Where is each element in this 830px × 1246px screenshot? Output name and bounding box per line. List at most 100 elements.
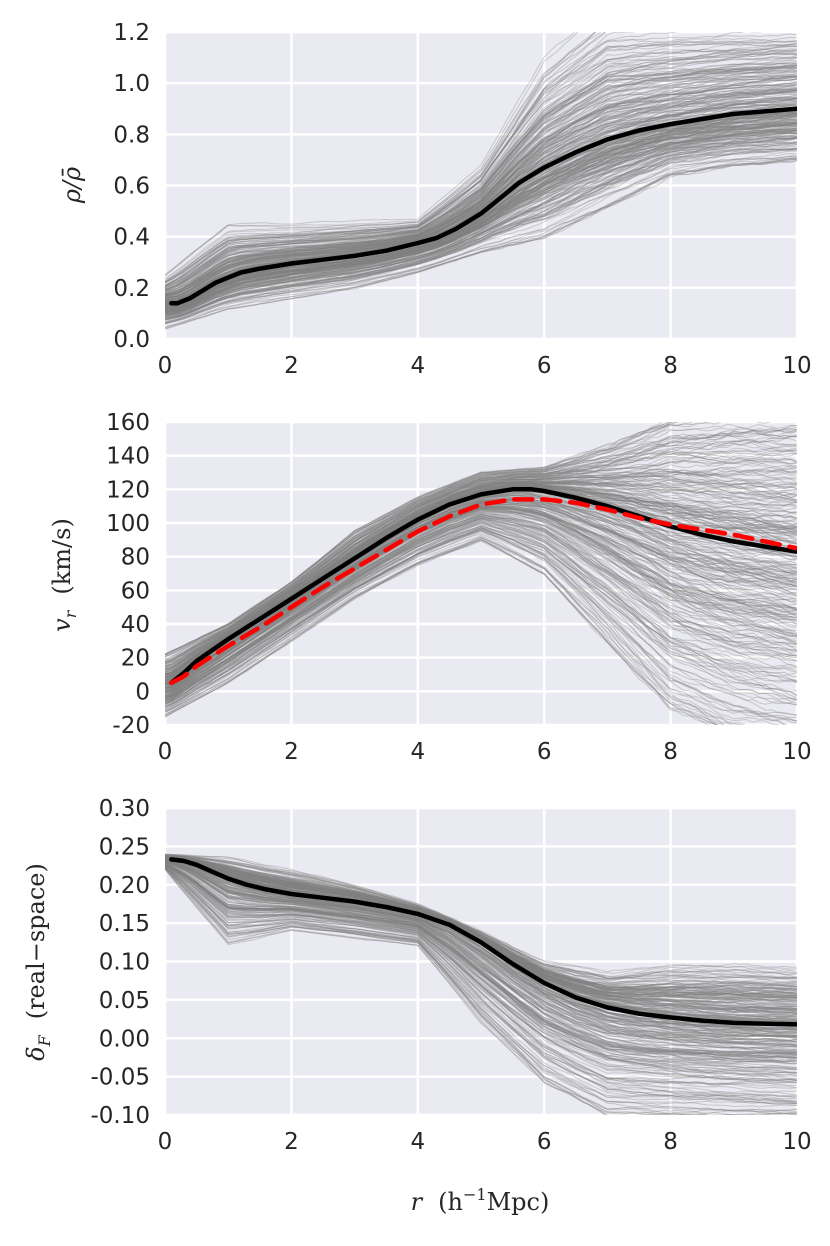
y-tick-label: 0.25 [99,834,150,860]
ensemble-line [165,481,797,671]
ensemble-line [165,855,797,995]
ensemble-line [165,515,797,700]
ensemble-line [165,141,797,321]
ensemble-line [165,855,797,981]
ensemble-line [165,78,797,297]
ticks-density: 0 2 4 6 8 10 0.0 0.2 0.4 0.6 0.8 1.0 1.2 [113,20,811,379]
y-tick-label: 1.0 [113,71,150,97]
ensemble-line [165,857,797,990]
ensemble-line [165,856,797,1010]
ensemble-line [165,32,597,276]
ensemble-line [165,129,797,308]
ensemble-line [165,855,797,988]
ensemble-line [165,859,797,1031]
ensemble-line [165,526,797,724]
ensemble-line [165,862,797,1074]
ensemble-line [165,467,797,672]
ensemble-line [165,860,797,1038]
x-tick-label: 2 [284,1129,299,1155]
ensemble-line [165,869,797,1081]
x-tick-label: 4 [410,739,425,765]
ensemble-line [165,506,797,693]
ensemble-line [165,855,797,977]
ensemble-line [165,472,797,673]
ensemble-line [165,501,797,685]
ensemble-line [165,422,664,657]
ensemble-line [165,504,797,697]
ensemble-line [165,859,797,1048]
y-tick-label: -0.05 [90,1065,150,1091]
ensemble-line [165,471,797,664]
ensemble-line [165,860,797,1059]
ensemble-line [165,864,797,1056]
ensemble-line [165,856,797,1006]
ensemble-line [165,859,797,1043]
ensemble-line [165,856,797,1015]
ensemble-line [165,32,579,286]
ensemble-line [165,55,797,284]
ensemble-line [165,503,797,697]
ensemble-line [165,858,797,1000]
ensemble-line [165,56,797,289]
ensemble-line [165,119,797,310]
ensemble-line [165,860,797,1039]
ensemble-line [165,98,797,298]
ensemble-line [165,441,797,661]
ensemble-line [165,121,797,309]
x-tick-label: 10 [782,1129,811,1155]
ensemble-line [165,83,797,297]
x-tick-label: 2 [284,353,299,379]
ensemble-line [165,123,797,309]
ensemble-line [165,69,797,300]
ensemble-line [165,483,797,675]
ensemble-line [165,136,797,323]
ensemble-line [165,539,718,725]
ensemble-line [165,864,797,1050]
ensemble-line [165,32,614,286]
ensemble-line [165,866,797,1086]
ensemble-line [165,128,797,312]
ensemble-line [165,856,797,994]
ensemble-line [165,422,698,655]
ensemble-line [165,517,797,702]
ensemble-line [165,115,797,314]
ensemble-line [165,857,797,993]
ensemble-line [165,481,797,679]
x-axis-label: r (h−1Mpc) [411,1185,550,1216]
ensemble-line [165,514,797,703]
ensemble-line [165,856,797,1010]
ensemble-line [165,130,797,307]
ensemble-line [165,118,797,312]
ensemble-line [165,863,797,1058]
x-tick-label: 10 [782,739,811,765]
ensemble-line [165,147,797,320]
ensemble-line [165,864,797,1089]
ensemble-line [165,123,797,309]
ensemble-line [165,856,797,1029]
ensemble-line [165,857,797,1000]
ensemble-line [165,857,797,1023]
ensemble-line [165,862,797,1083]
ensemble-line [165,52,797,295]
ensemble-line [165,48,797,287]
ensemble-line [165,63,797,297]
ensemble-line [165,479,797,667]
ensemble-line [165,860,797,1047]
ensemble-line [165,854,797,973]
ensemble-line [165,518,797,702]
ensemble-line [165,854,797,979]
ensemble-line [165,480,797,677]
ensemble-line [165,857,797,1019]
ensemble-line [165,463,797,678]
ensemble-line [165,505,797,694]
ensemble-line [165,856,797,1010]
ensemble-line [165,863,797,1081]
series-line-mean-velocity [169,487,797,686]
ensemble-line [165,861,797,1052]
ensemble-line [165,136,797,313]
ensemble-line [165,157,797,324]
ensemble-line [165,427,797,670]
ensemble-line [165,497,797,688]
ensemble-line [165,435,797,680]
ensemble-line [165,123,797,309]
